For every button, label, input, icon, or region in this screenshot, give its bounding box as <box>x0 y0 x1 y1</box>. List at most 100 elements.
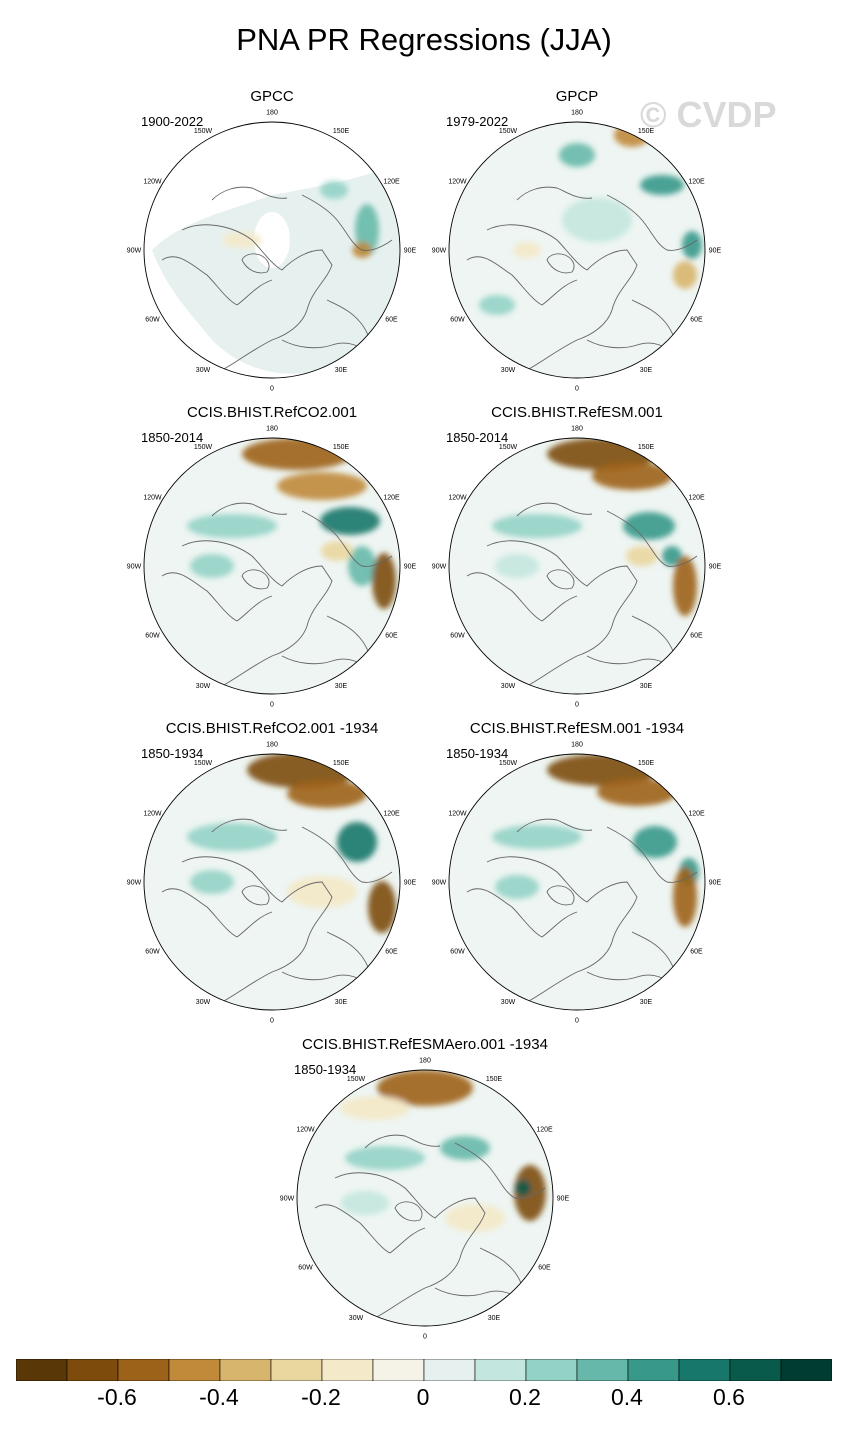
coastline <box>301 510 393 567</box>
coastline <box>181 224 333 371</box>
anomaly-region <box>662 546 682 566</box>
anomaly-region <box>597 778 677 806</box>
colorbar-swatch <box>474 1359 527 1381</box>
longitude-label: 60E <box>385 633 398 640</box>
anomaly-region <box>341 1191 389 1215</box>
longitude-label: 150E <box>333 760 350 767</box>
longitude-label: 120E <box>383 495 400 502</box>
panel-period-gpcp: 1979-2022 <box>446 114 509 129</box>
longitude-label: 30W <box>501 683 516 690</box>
colorbar-swatch <box>627 1359 680 1381</box>
coastline <box>181 856 333 1003</box>
panel-period-refco2: 1850-2014 <box>141 430 204 445</box>
panel-title-refesm-1934: CCIS.BHIST.RefESM.001 -1934 <box>469 720 685 737</box>
longitude-label: 60W <box>450 317 465 324</box>
map-border <box>448 121 706 379</box>
colorbar-tick-label: -0.6 <box>97 1384 137 1410</box>
longitude-label: 150W <box>499 128 518 135</box>
coastline <box>364 1134 441 1149</box>
panel-period-refco2-1934: 1850-1934 <box>141 746 204 761</box>
map-border <box>448 753 706 1011</box>
longitude-label: 0 <box>423 1334 427 1341</box>
longitude-label: 30W <box>501 999 516 1006</box>
colorbar-tick-label: -0.4 <box>199 1384 239 1410</box>
coastline <box>161 572 273 622</box>
longitude-label: 150W <box>499 444 518 451</box>
colorbar-swatch <box>372 1359 425 1381</box>
land-coverage-area <box>152 170 400 374</box>
longitude-label: 120W <box>448 179 467 186</box>
longitude-label: 90W <box>127 564 142 571</box>
longitude-label: 90E <box>557 1196 570 1203</box>
anomaly-region <box>623 512 675 540</box>
longitude-label: 180 <box>266 426 278 433</box>
map-disc <box>144 754 400 1010</box>
watermark: © CVDP <box>640 94 777 135</box>
longitude-label: 0 <box>575 386 579 393</box>
longitude-label: 0 <box>270 702 274 709</box>
coastline <box>486 540 638 687</box>
anomaly-region <box>495 875 539 899</box>
coastline <box>301 826 393 883</box>
longitude-label: 120E <box>383 179 400 186</box>
anomaly-region <box>479 295 515 315</box>
longitude-label: 30E <box>335 683 348 690</box>
longitude-label: 150E <box>638 760 655 767</box>
longitude-label: 120W <box>143 179 162 186</box>
anomaly-region <box>190 554 234 578</box>
coastline <box>546 885 575 906</box>
coastline <box>211 502 288 517</box>
longitude-label: 90W <box>432 564 447 571</box>
anomaly-region <box>368 881 396 933</box>
anomaly-region <box>513 242 541 258</box>
anomaly-region <box>492 825 582 849</box>
anomaly-region <box>320 507 380 535</box>
longitude-label: 120W <box>296 1127 315 1134</box>
panel-title-refco2: CCIS.BHIST.RefCO2.001 <box>186 404 358 421</box>
anomaly-region <box>614 123 650 147</box>
map-border <box>143 437 401 695</box>
colorbar-tick-label: 0.4 <box>611 1384 643 1410</box>
longitude-label: 120W <box>448 495 467 502</box>
longitude-label: 30E <box>640 367 653 374</box>
longitude-label: 150E <box>333 444 350 451</box>
longitude-label: 30E <box>640 683 653 690</box>
longitude-label: 150W <box>194 760 213 767</box>
longitude-label: 0 <box>270 1018 274 1025</box>
colorbar-swatch <box>270 1359 323 1381</box>
longitude-label: 0 <box>575 1018 579 1025</box>
longitude-label: 30E <box>488 1315 501 1322</box>
longitude-label: 150E <box>333 128 350 135</box>
colorbar-tick-label: 0.6 <box>713 1384 745 1410</box>
longitude-label: 30E <box>335 999 348 1006</box>
anomaly-region <box>287 780 367 808</box>
longitude-label: 90E <box>404 564 417 571</box>
anomaly-region <box>515 1180 531 1196</box>
coastline <box>241 569 270 590</box>
anomaly-region <box>682 231 702 259</box>
map-refesmaero-1934: 180 150E 120E 90E 60E 30E 0 30W 60W 90W 120W 150W <box>280 1058 570 1341</box>
longitude-label: 90W <box>127 248 142 255</box>
coastline <box>606 510 698 567</box>
anomaly-region <box>292 220 352 260</box>
longitude-label: 120E <box>688 811 705 818</box>
longitude-label: 60E <box>690 317 703 324</box>
longitude-label: 30E <box>335 367 348 374</box>
longitude-label: 180 <box>419 1058 431 1065</box>
anomaly-region <box>345 1146 425 1170</box>
anomaly-region <box>187 823 277 851</box>
colorbar-tick-label: -0.2 <box>301 1384 341 1410</box>
longitude-label: 90E <box>404 880 417 887</box>
anomaly-region <box>626 546 658 566</box>
longitude-label: 90E <box>404 248 417 255</box>
longitude-label: 120E <box>688 495 705 502</box>
anomaly-region <box>242 438 352 470</box>
panel-title-refco2-1934: CCIS.BHIST.RefCO2.001 -1934 <box>165 720 379 737</box>
coastline <box>394 1201 423 1222</box>
longitude-label: 90E <box>709 248 722 255</box>
longitude-label: 60E <box>385 317 398 324</box>
coastline <box>546 569 575 590</box>
coastline <box>211 818 288 833</box>
longitude-label: 0 <box>575 702 579 709</box>
map-border <box>143 753 401 1011</box>
